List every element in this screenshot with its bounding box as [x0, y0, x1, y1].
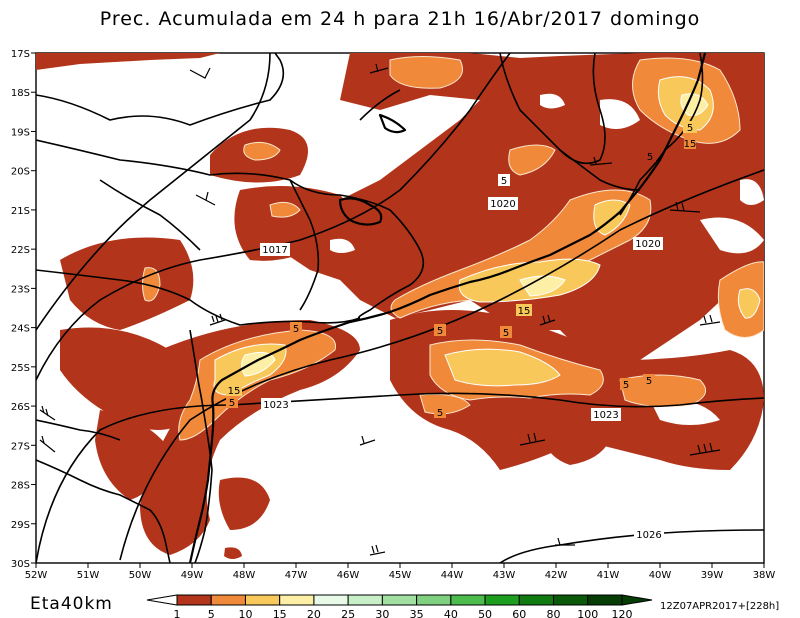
precip-area-20mm: [241, 93, 709, 377]
colorbar-label: 60: [512, 608, 526, 618]
lat-tick-label: 18S: [11, 88, 30, 99]
precip-label: 15: [228, 386, 241, 397]
lat-tick-label: 20S: [11, 167, 30, 178]
lat-tick-label: 24S: [11, 324, 30, 335]
lon-tick-label: 52W: [25, 570, 48, 581]
lon-tick-label: 43W: [493, 570, 516, 581]
precip-label: 5: [687, 123, 693, 134]
lat-tick-label: 23S: [11, 284, 30, 295]
colorbar-label: 1: [174, 608, 181, 618]
isobar-label: 1017: [262, 245, 287, 256]
lon-tick-label: 40W: [649, 570, 672, 581]
colorbar-swatch: [518, 594, 555, 606]
colorbar-swatch: [244, 594, 281, 606]
colorbar-swatch: [313, 594, 349, 606]
colorbar-swatch: [416, 594, 452, 606]
lat-tick-label: 21S: [11, 206, 30, 217]
coastline: [188, 53, 707, 563]
colorbar-label: 100: [577, 608, 598, 618]
lon-tick-label: 44W: [441, 570, 464, 581]
lon-tick-label: 51W: [77, 570, 100, 581]
colorbar-swatch: [176, 594, 212, 606]
precip-label: 5: [437, 326, 443, 337]
colorbar-swatch: [484, 594, 520, 606]
lat-tick-label: 29S: [11, 520, 30, 531]
precip-label: 5: [646, 376, 652, 387]
isobar-label: 1020: [635, 239, 660, 250]
lon-tick-label: 39W: [701, 570, 724, 581]
colorbar-swatch: [279, 594, 315, 606]
lon-tick-label: 42W: [545, 570, 568, 581]
colorbar-arrow-high: [621, 594, 653, 606]
precip-label: 5: [647, 152, 653, 163]
lat-tick-label: 19S: [11, 127, 30, 138]
latitude-axis: 17S 18S 19S 20S 21S 22S 23S 24S 25S 26S 27S 28S 29S 3…: [11, 49, 36, 570]
colorbar-label: 5: [208, 608, 215, 618]
colorbar-label: 25: [341, 608, 355, 618]
colorbar-label: 15: [273, 608, 287, 618]
isobars: [36, 53, 764, 563]
precip-label: 5: [501, 176, 507, 187]
colorbar-label: 120: [612, 608, 633, 618]
colorbar-label: 20: [307, 608, 321, 618]
lon-tick-label: 48W: [233, 570, 256, 581]
colorbar-swatch: [347, 594, 383, 606]
model-label: Eta40km: [30, 594, 113, 614]
wind-barbs: [39, 63, 721, 556]
lat-tick-label: 26S: [11, 402, 30, 413]
colorbar-label: 30: [375, 608, 389, 618]
precip-label: 15: [518, 306, 531, 317]
colorbar-label: 50: [478, 608, 492, 618]
lon-tick-label: 41W: [597, 570, 620, 581]
colorbar-label: 35: [410, 608, 424, 618]
precip-label: 15: [684, 139, 697, 150]
isobar-label: 1023: [593, 410, 618, 421]
colorbar-swatch: [587, 594, 623, 606]
isobar-label: 1023: [263, 400, 288, 411]
precip-label: 5: [229, 398, 235, 409]
colorbar-swatch: [381, 594, 418, 606]
colorbar-label: 10: [238, 608, 252, 618]
precip-label: 5: [437, 408, 443, 419]
lat-tick-label: 28S: [11, 481, 30, 492]
precip-label: 5: [503, 328, 509, 339]
colorbar-arrow-low: [146, 594, 178, 606]
colorbar: 1 5 10 15 20 25 30 35 40 50 60 80 100 120: [146, 594, 653, 618]
colorbar-label: 40: [444, 608, 458, 618]
isobar-label: 1026: [636, 530, 661, 541]
lat-tick-label: 27S: [11, 441, 30, 452]
political-borders: [36, 53, 704, 563]
isobar-labels: 1017 1020 1020 1023 1023 1026: [260, 197, 664, 541]
lon-tick-label: 49W: [181, 570, 204, 581]
lon-tick-label: 45W: [389, 570, 412, 581]
precip-label: 5: [293, 324, 299, 335]
colorbar-swatch: [210, 594, 246, 606]
lat-tick-label: 25S: [11, 363, 30, 374]
lon-tick-label: 47W: [285, 570, 308, 581]
colorbar-swatch: [553, 594, 589, 606]
lat-tick-label: 22S: [11, 245, 30, 256]
lat-tick-label: 17S: [11, 49, 30, 60]
lon-tick-label: 46W: [337, 570, 360, 581]
lat-tick-label: 30S: [11, 559, 30, 570]
precip-label: 5: [623, 380, 629, 391]
colorbar-label: 80: [547, 608, 561, 618]
precip-contour-labels: 5 15 5 5 5 5 15 5 15 5 5 5 5: [226, 121, 697, 419]
longitude-axis: 52W 51W 50W 49W 48W 47W 46W 45W 44W 43W 42W 41W 40W 3…: [25, 563, 776, 581]
lon-tick-label: 38W: [753, 570, 776, 581]
isobar-label: 1020: [490, 199, 515, 210]
run-label: 12Z07APR2017+[228h]: [660, 601, 780, 612]
map-title: Prec. Acumulada em 24 h para 21h 16/Abr/…: [99, 8, 701, 30]
lon-tick-label: 50W: [129, 570, 152, 581]
colorbar-swatch: [450, 594, 486, 606]
